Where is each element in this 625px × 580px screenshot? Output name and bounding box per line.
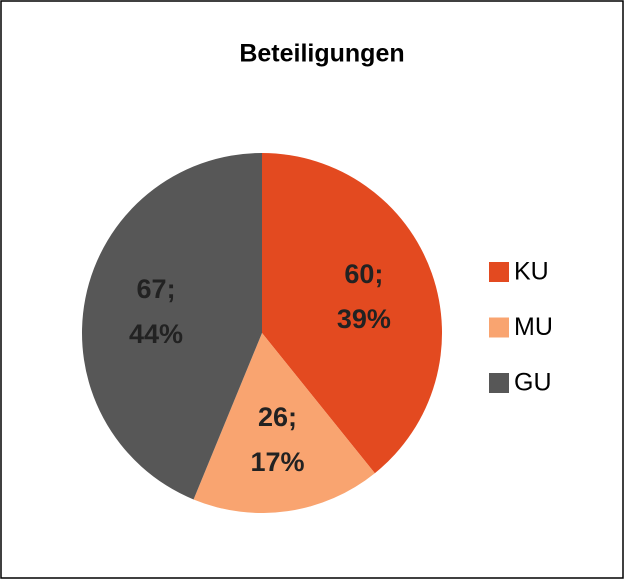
pie-slice [81,153,263,500]
pie-slice [262,153,442,474]
legend-swatch [489,373,509,393]
legend-label: MU [514,313,553,341]
legend-label: GU [514,369,552,397]
data-label: 60; 39% [336,259,391,335]
legend-swatch [489,317,509,338]
data-label: 67; 44% [129,274,184,350]
pie-slice [193,333,375,513]
data-label: 26; 17% [250,401,305,477]
chart-title: Beteiligungen [239,40,404,68]
legend-swatch [489,262,509,282]
legend-label: KU [514,258,549,286]
